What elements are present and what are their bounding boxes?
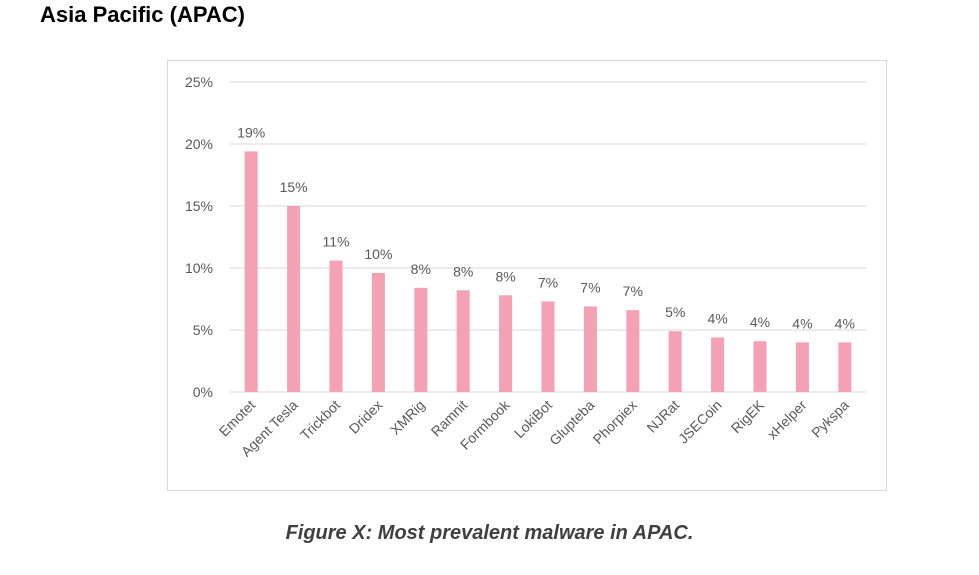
x-tick-label: RigEK <box>728 396 768 436</box>
data-label: 5% <box>665 304 685 320</box>
x-tick-label: Dridex <box>346 397 386 437</box>
section-heading: Asia Pacific (APAC) <box>40 2 245 27</box>
data-label: 4% <box>750 314 770 330</box>
bar <box>711 337 725 392</box>
y-tick-label: 0% <box>193 384 213 400</box>
data-label: 19% <box>237 124 265 140</box>
chart-frame: 0% 5% 10% 15% 20% 25% 19% Emotet 15% Agent Tesla 1… <box>167 60 887 491</box>
x-tick-label: NJRat <box>643 397 682 436</box>
data-label: 4% <box>835 315 855 331</box>
x-tick-label: XMRig <box>387 397 428 438</box>
bar <box>329 260 343 392</box>
bar <box>795 342 809 392</box>
y-tick-label: 10% <box>185 260 213 276</box>
figure-caption: Figure X: Most prevalent malware in APAC… <box>285 522 694 544</box>
x-tick-label: Glupteba <box>546 397 598 449</box>
bar <box>499 295 513 392</box>
data-label: 8% <box>453 263 473 279</box>
data-label: 8% <box>411 261 431 277</box>
data-label: 10% <box>364 246 392 262</box>
bar <box>583 306 597 392</box>
data-label: 7% <box>580 279 600 295</box>
bar <box>668 331 682 392</box>
x-tick-label: Pykspa <box>808 397 852 441</box>
bar <box>626 310 640 392</box>
bar <box>244 151 258 392</box>
bar <box>541 301 555 392</box>
x-tick-label: Phorpiex <box>590 397 640 447</box>
x-tick-label: JSECoin <box>675 397 725 447</box>
data-label: 11% <box>323 234 350 250</box>
data-label: 7% <box>623 283 643 299</box>
data-label: 8% <box>495 268 515 284</box>
bar <box>371 272 385 392</box>
data-label: 7% <box>538 274 558 290</box>
data-label: 4% <box>792 315 812 331</box>
x-tick-label: xHelper <box>764 397 810 443</box>
bar <box>287 206 301 392</box>
y-tick-label: 5% <box>193 322 213 338</box>
x-tick-label: Trickbot <box>297 397 343 443</box>
bar <box>838 342 852 392</box>
data-label: 4% <box>707 310 727 326</box>
bar <box>414 287 428 392</box>
y-tick-label: 20% <box>185 136 213 152</box>
bar <box>456 290 470 392</box>
y-tick-label: 15% <box>185 198 213 214</box>
bar <box>753 341 767 392</box>
data-label: 15% <box>280 179 308 195</box>
y-tick-label: 25% <box>185 74 213 90</box>
